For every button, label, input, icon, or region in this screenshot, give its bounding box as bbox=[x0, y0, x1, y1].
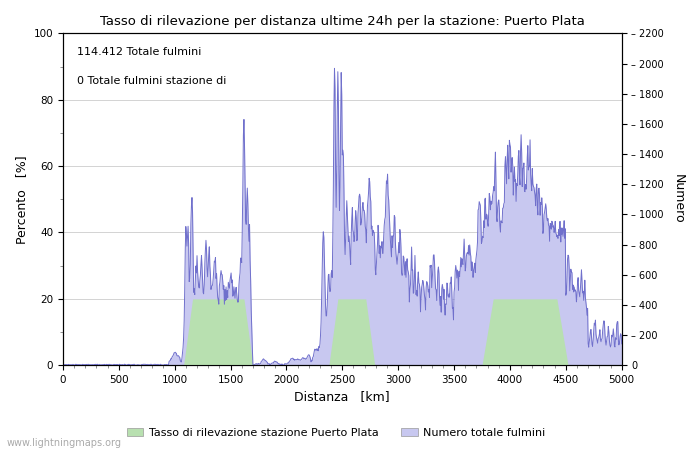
Legend: Tasso di rilevazione stazione Puerto Plata, Numero totale fulmini: Tasso di rilevazione stazione Puerto Pla… bbox=[122, 423, 550, 442]
Y-axis label: Numero: Numero bbox=[672, 175, 685, 224]
Text: 0 Totale fulmini stazione di: 0 Totale fulmini stazione di bbox=[77, 76, 226, 86]
Text: www.lightningmaps.org: www.lightningmaps.org bbox=[7, 438, 122, 448]
Text: 114.412 Totale fulmini: 114.412 Totale fulmini bbox=[77, 47, 201, 57]
X-axis label: Distanza   [km]: Distanza [km] bbox=[295, 391, 390, 404]
Title: Tasso di rilevazione per distanza ultime 24h per la stazione: Puerto Plata: Tasso di rilevazione per distanza ultime… bbox=[100, 15, 584, 28]
Y-axis label: Percento   [%]: Percento [%] bbox=[15, 155, 28, 243]
